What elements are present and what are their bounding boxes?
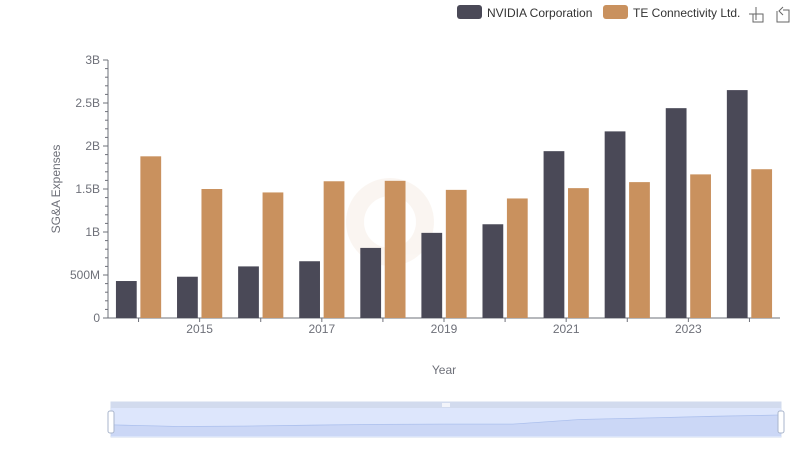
bar-nvidia-2020[interactable] [482, 224, 504, 318]
legend-item-te-connectivity[interactable]: TE Connectivity Ltd. [603, 5, 740, 20]
legend-label: NVIDIA Corporation [487, 6, 592, 20]
y-tick-label: 0 [93, 311, 100, 325]
bar-te-connectivity-2022[interactable] [629, 182, 650, 318]
bar-te-connectivity-2021[interactable] [568, 188, 589, 318]
restore-icon[interactable] [776, 6, 790, 23]
data-zoom-slider[interactable] [107, 401, 785, 438]
legend-swatch [603, 5, 628, 19]
bar-nvidia-2022[interactable] [604, 131, 626, 318]
x-tick-label: 2015 [186, 322, 213, 336]
bar-nvidia-2018[interactable] [360, 247, 382, 318]
legend: NVIDIA Corporation TE Connectivity Ltd. [457, 5, 740, 20]
y-tick-label: 1B [85, 225, 100, 239]
bar-te-connectivity-2014[interactable] [140, 156, 162, 318]
x-axis: 2015 2017 2019 2021 2023 [108, 317, 780, 336]
bar-te-connectivity-2024[interactable] [751, 169, 773, 318]
data-zoom-preview-area [111, 415, 781, 436]
zoom-icon[interactable] [749, 7, 764, 23]
x-tick-label: 2019 [431, 322, 458, 336]
data-zoom-right-handle[interactable] [777, 410, 785, 434]
x-tick-label: 2023 [675, 322, 702, 336]
legend-item-nvidia[interactable]: NVIDIA Corporation [457, 5, 592, 20]
bar-nvidia-2024[interactable] [726, 90, 748, 318]
bar-nvidia-2014[interactable] [115, 281, 137, 318]
y-tick-label: 1.5B [75, 182, 100, 196]
bar-te-connectivity-2020[interactable] [506, 198, 528, 318]
x-tick-label: 2017 [308, 322, 335, 336]
bars [115, 90, 773, 318]
bar-nvidia-2015[interactable] [177, 276, 198, 318]
bar-te-connectivity-2015[interactable] [201, 189, 223, 318]
bar-nvidia-2019[interactable] [421, 232, 443, 318]
y-tick-label: 3B [85, 53, 100, 67]
legend-label: TE Connectivity Ltd. [633, 6, 740, 20]
y-tick-label: 2.5B [75, 96, 100, 110]
bar-te-connectivity-2016[interactable] [262, 192, 284, 318]
bar-te-connectivity-2019[interactable] [445, 189, 467, 318]
bar-nvidia-2017[interactable] [299, 261, 320, 318]
bar-te-connectivity-2017[interactable] [323, 181, 345, 318]
bar-te-connectivity-2023[interactable] [690, 174, 711, 318]
x-axis-title: Year [432, 363, 456, 377]
data-zoom-move-handle[interactable] [442, 403, 450, 407]
y-axis: 0 500M 1B 1.5B 2B 2.5B 3B [70, 53, 109, 325]
bar-nvidia-2021[interactable] [543, 151, 565, 318]
y-tick-label: 500M [70, 268, 100, 282]
bar-nvidia-2016[interactable] [238, 266, 259, 318]
x-tick-label: 2021 [553, 322, 580, 336]
bar-nvidia-2023[interactable] [665, 108, 687, 318]
y-axis-title: SG&A Expenses [49, 145, 63, 234]
legend-swatch [457, 5, 482, 19]
y-tick-label: 2B [85, 139, 100, 153]
bar-te-connectivity-2018[interactable] [384, 180, 406, 318]
data-zoom-left-handle[interactable] [107, 410, 115, 434]
